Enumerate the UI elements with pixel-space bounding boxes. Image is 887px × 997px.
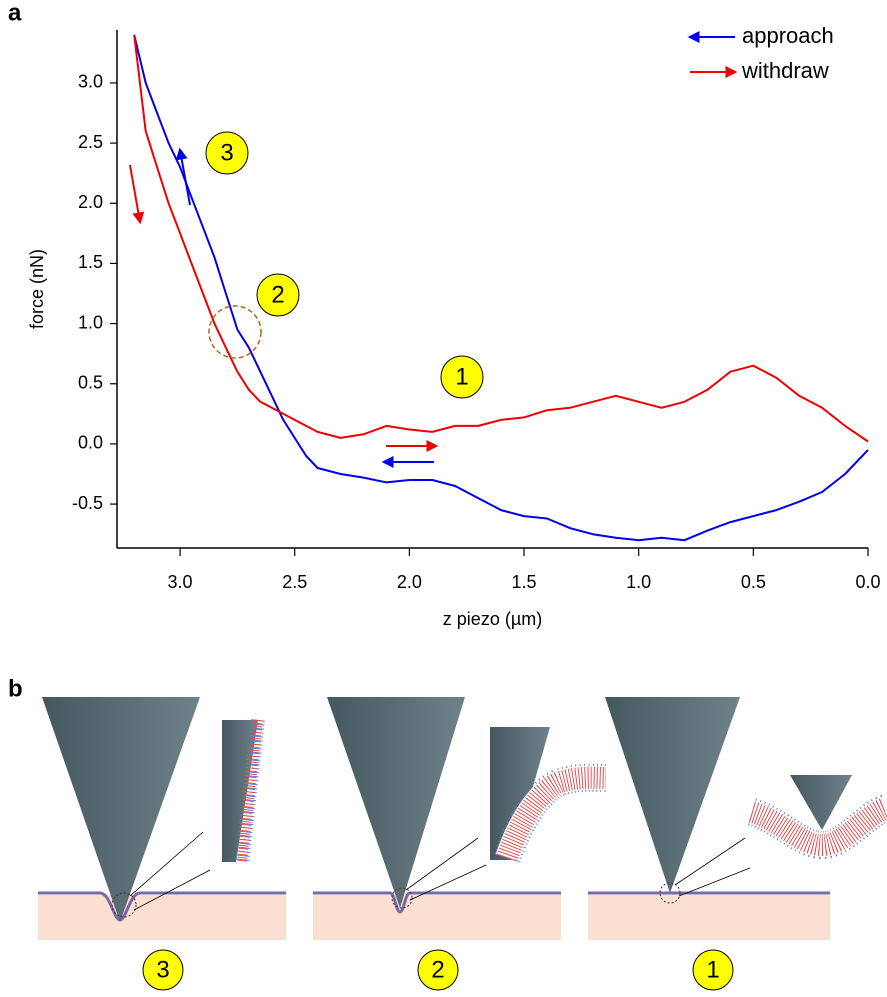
- x-tick-label: 0.0: [855, 572, 880, 592]
- step-label: 1: [455, 363, 468, 390]
- highlight-circle: [208, 305, 262, 359]
- diagram: 3 2 1: [38, 697, 886, 991]
- y-tick-label: 1.5: [78, 252, 103, 272]
- step-badge: [417, 949, 459, 991]
- substrate: [38, 895, 286, 940]
- zoom-line: [674, 837, 746, 886]
- direction-arrow: [129, 164, 145, 225]
- step-badge: [142, 949, 184, 991]
- zoom-line: [409, 864, 487, 901]
- y-tick-label: 2.5: [78, 132, 103, 152]
- x-tick-label: 0.5: [741, 572, 766, 592]
- inset-tip: [490, 727, 550, 860]
- inset-tip: [790, 775, 852, 830]
- step-badge: [692, 949, 734, 991]
- step-badge: [256, 273, 300, 317]
- y-tick-label: 0.5: [78, 373, 103, 393]
- y-tick-label: 0.0: [78, 433, 103, 453]
- step-label: 1: [706, 956, 719, 983]
- step-badge: [440, 355, 484, 399]
- data-line: [133, 34, 869, 542]
- tip: [42, 697, 200, 922]
- step-label: 2: [431, 956, 444, 983]
- zoom-line: [129, 831, 204, 897]
- y-tick-label: -0.5: [72, 493, 103, 513]
- membrane: [313, 891, 561, 914]
- x-tick-label: 1.5: [512, 572, 537, 592]
- zoom-circle: [111, 892, 137, 918]
- panel-label: a: [8, 0, 22, 26]
- y-tick-label: 1.0: [78, 312, 103, 332]
- panel-label: b: [8, 675, 23, 702]
- x-tick-label: 3.0: [168, 572, 193, 592]
- zoom-circle: [391, 887, 413, 909]
- zoom-line: [678, 867, 751, 897]
- data-line: [133, 34, 869, 443]
- y-tick-label: 2.0: [78, 192, 103, 212]
- y-axis-title: force (nN): [27, 249, 47, 329]
- zoom-line: [405, 837, 479, 891]
- substrate: [313, 895, 561, 940]
- y-tick-label: 3.0: [78, 72, 103, 92]
- x-tick-label: 1.0: [626, 572, 651, 592]
- tip: [605, 697, 740, 893]
- chart: -0.5 0.0 0.5 1.0 1.5 2.0 2.5 3.0 3.0 2.5 2.0 1.5 1.0…: [27, 23, 881, 629]
- x-axis-title: z piezo (µm): [443, 609, 542, 629]
- step-badge: [205, 131, 249, 175]
- step-label: 3: [156, 956, 169, 983]
- legend-label: approach: [742, 23, 834, 48]
- tip: [327, 697, 465, 908]
- step-label: 2: [271, 281, 284, 308]
- step-label: 3: [220, 139, 233, 166]
- x-tick-label: 2.5: [282, 572, 307, 592]
- zoom-circle: [659, 882, 681, 904]
- zoom-line: [133, 869, 211, 911]
- legend-label: withdraw: [741, 58, 829, 83]
- x-tick-label: 2.0: [397, 572, 422, 592]
- direction-arrow: [175, 147, 191, 206]
- substrate: [588, 895, 830, 940]
